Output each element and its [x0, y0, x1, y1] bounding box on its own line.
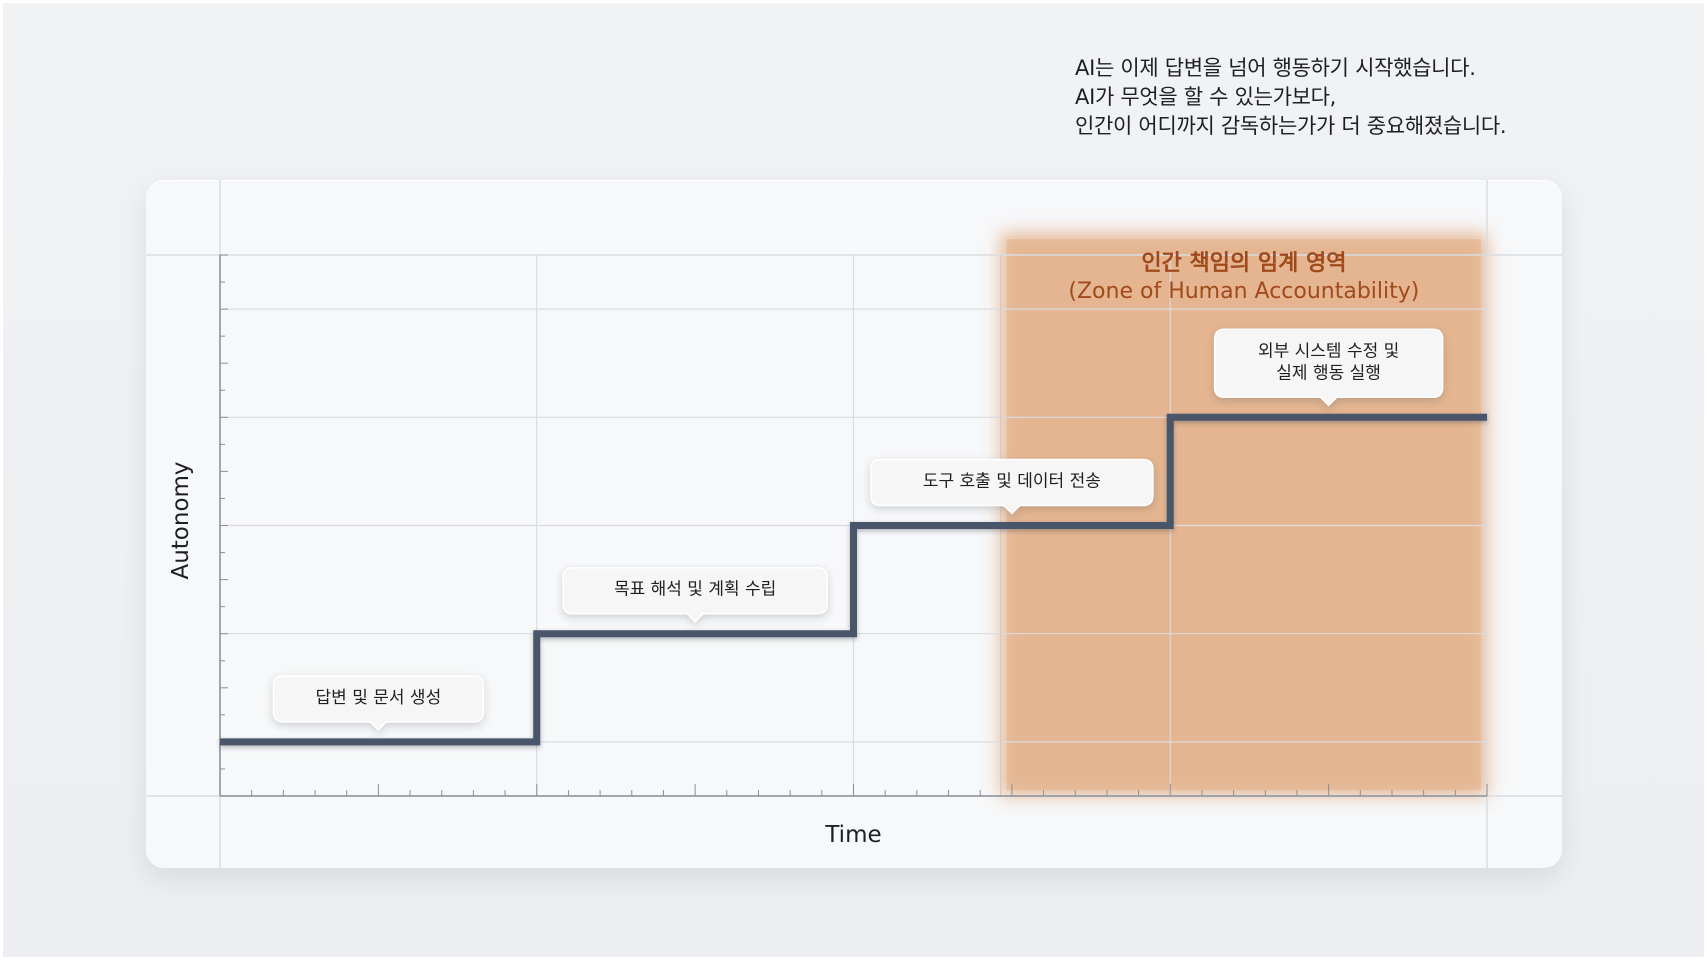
annotation-label: 외부 시스템 수정 및: [1258, 341, 1399, 361]
annotation-label: 목표 해석 및 계획 수립: [614, 580, 776, 600]
annotation-callout-2: 목표 해석 및 계획 수립: [562, 566, 828, 623]
zone-title: 인간 책임의 임계 영역: [1141, 251, 1346, 276]
annotation-label: 도구 호출 및 데이터 전송: [923, 472, 1101, 492]
autonomy-step-line: [220, 413, 1487, 746]
annotation-box: [1213, 328, 1444, 407]
x-axis-label: Time: [824, 822, 881, 848]
annotation-box: [272, 675, 485, 731]
zone-subtitle: (Zone of Human Accountability): [1068, 279, 1419, 304]
annotation-label: 답변 및 문서 생성: [316, 688, 442, 708]
annotation-box: [562, 566, 828, 623]
annotation-box: [870, 458, 1154, 515]
annotation-callout-4: 외부 시스템 수정 및실제 행동 실행: [1213, 328, 1444, 407]
annotation-callout-1: 답변 및 문서 생성: [272, 675, 485, 731]
intro-line-3: 인간이 어디까지 감독하는가가 더 중요해졌습니다.: [1075, 114, 1507, 138]
annotation-label: 실제 행동 실행: [1276, 363, 1381, 383]
zone-fill: [1006, 239, 1481, 790]
intro-line-1: AI는 이제 답변을 넘어 행동하기 시작했습니다.: [1075, 56, 1476, 80]
intro-text: AI는 이제 답변을 넘어 행동하기 시작했습니다. AI가 무엇을 할 수 있…: [1075, 54, 1685, 141]
y-axis-label: Autonomy: [168, 461, 194, 579]
intro-line-2: AI가 무엇을 할 수 있는가보다,: [1075, 85, 1337, 109]
annotation-callout-3: 도구 호출 및 데이터 전송: [870, 458, 1154, 515]
